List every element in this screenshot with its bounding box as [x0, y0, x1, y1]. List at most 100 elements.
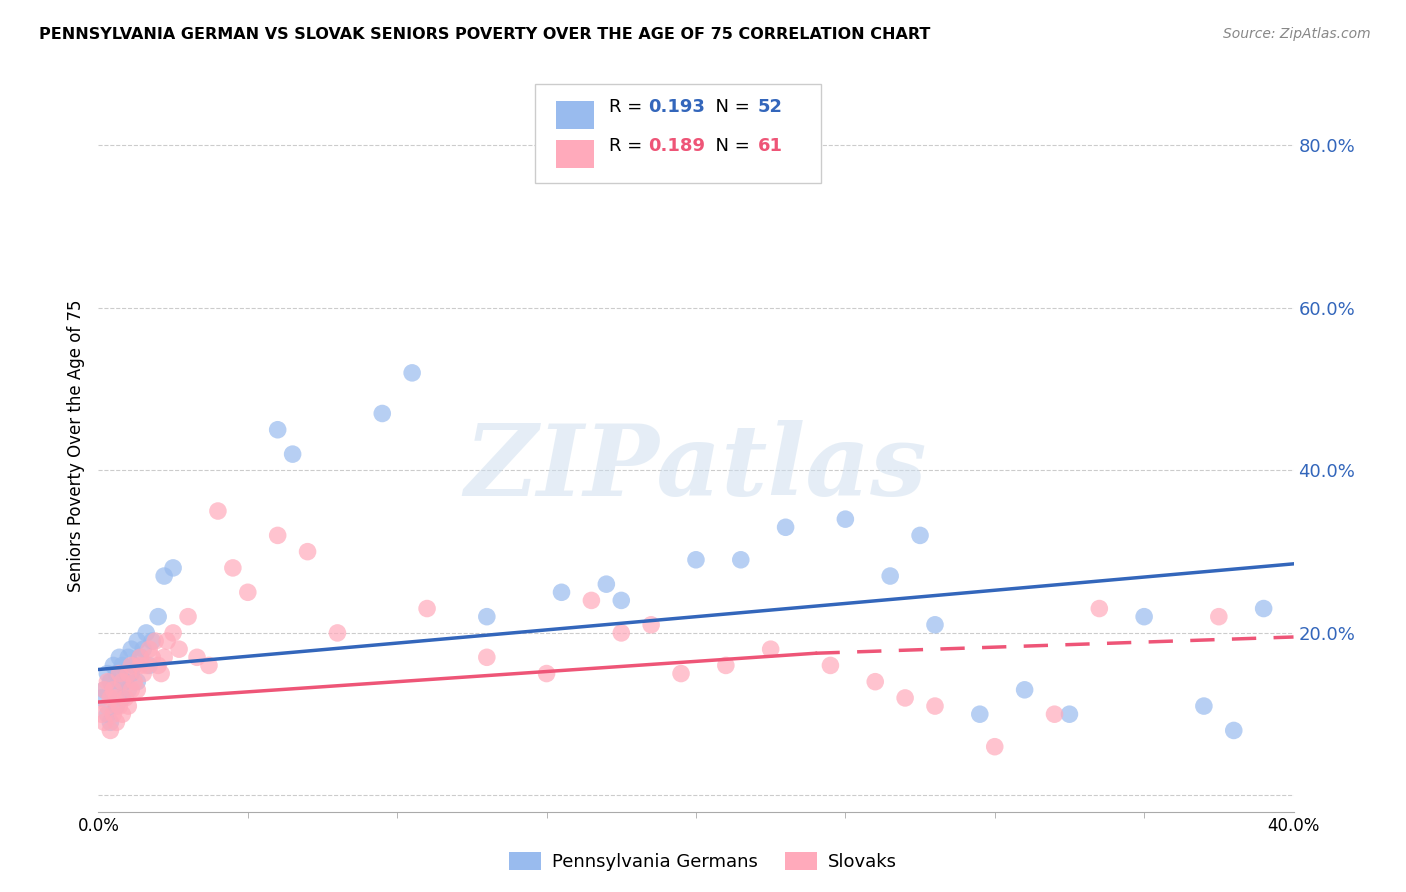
Point	[103, 682, 125, 697]
Point	[371, 407, 394, 421]
Point	[143, 634, 166, 648]
Point	[894, 690, 917, 705]
Point	[924, 699, 946, 714]
Point	[908, 528, 931, 542]
Point	[105, 666, 128, 681]
Point	[129, 650, 152, 665]
Text: N =: N =	[704, 98, 756, 116]
FancyBboxPatch shape	[557, 102, 595, 129]
Point	[150, 666, 173, 681]
Point	[148, 658, 170, 673]
Point	[610, 626, 633, 640]
Point	[775, 520, 797, 534]
Point	[127, 682, 149, 697]
Point	[969, 707, 991, 722]
Text: ZIPatlas: ZIPatlas	[465, 420, 927, 516]
Point	[135, 658, 157, 673]
Point	[156, 634, 179, 648]
Point	[834, 512, 856, 526]
Text: 0.189: 0.189	[648, 137, 706, 155]
Point	[108, 674, 131, 689]
Point	[114, 690, 136, 705]
Point	[127, 674, 149, 689]
Point	[90, 690, 112, 705]
Point	[96, 699, 118, 714]
Point	[1208, 609, 1230, 624]
Point	[669, 666, 692, 681]
Point	[536, 666, 558, 681]
Point	[138, 658, 160, 673]
Point	[90, 707, 112, 722]
Point	[103, 682, 125, 697]
Point	[1043, 707, 1066, 722]
Point	[96, 707, 118, 722]
Point	[96, 666, 118, 681]
Point	[132, 666, 155, 681]
Point	[177, 609, 200, 624]
Point	[111, 658, 134, 673]
Point	[1133, 609, 1156, 624]
Point	[124, 674, 146, 689]
Point	[105, 690, 128, 705]
Point	[117, 650, 139, 665]
Point	[120, 666, 142, 681]
Point	[129, 658, 152, 673]
Point	[222, 561, 245, 575]
Point	[141, 634, 163, 648]
Text: 61: 61	[758, 137, 783, 155]
Point	[98, 674, 122, 689]
Point	[98, 723, 122, 738]
Point	[120, 682, 142, 697]
Point	[1014, 682, 1036, 697]
Point	[103, 707, 125, 722]
Point	[297, 544, 319, 558]
Point	[186, 650, 208, 665]
Point	[98, 690, 122, 705]
Point	[117, 682, 139, 697]
Point	[93, 682, 115, 697]
Point	[124, 658, 146, 673]
Point	[1088, 601, 1111, 615]
Point	[127, 634, 149, 648]
Point	[111, 707, 134, 722]
Point	[820, 658, 842, 673]
Point	[879, 569, 901, 583]
Point	[267, 423, 290, 437]
Point	[135, 626, 157, 640]
Point	[132, 642, 155, 657]
Legend: Pennsylvania Germans, Slovaks: Pennsylvania Germans, Slovaks	[502, 845, 904, 879]
Point	[267, 528, 290, 542]
Point	[326, 626, 349, 640]
Point	[714, 658, 737, 673]
Point	[1059, 707, 1081, 722]
Point	[595, 577, 617, 591]
Point	[105, 699, 128, 714]
Point	[865, 674, 887, 689]
Point	[685, 553, 707, 567]
Point	[207, 504, 229, 518]
Point	[153, 650, 176, 665]
Point	[984, 739, 1007, 754]
Point	[117, 699, 139, 714]
Point	[148, 609, 170, 624]
Point	[117, 666, 139, 681]
Text: PENNSYLVANIA GERMAN VS SLOVAK SENIORS POVERTY OVER THE AGE OF 75 CORRELATION CHA: PENNSYLVANIA GERMAN VS SLOVAK SENIORS PO…	[39, 27, 931, 42]
FancyBboxPatch shape	[534, 84, 821, 183]
Point	[475, 650, 498, 665]
Point	[475, 609, 498, 624]
Point	[141, 650, 163, 665]
Point	[114, 674, 136, 689]
Point	[550, 585, 572, 599]
Point	[1223, 723, 1246, 738]
Point	[108, 666, 131, 681]
Text: 0.193: 0.193	[648, 98, 704, 116]
Point	[103, 658, 125, 673]
Point	[93, 682, 115, 697]
Point	[167, 642, 190, 657]
Point	[416, 601, 439, 615]
Point	[924, 617, 946, 632]
Point	[610, 593, 633, 607]
Text: R =: R =	[609, 98, 648, 116]
Point	[759, 642, 782, 657]
Point	[153, 569, 176, 583]
